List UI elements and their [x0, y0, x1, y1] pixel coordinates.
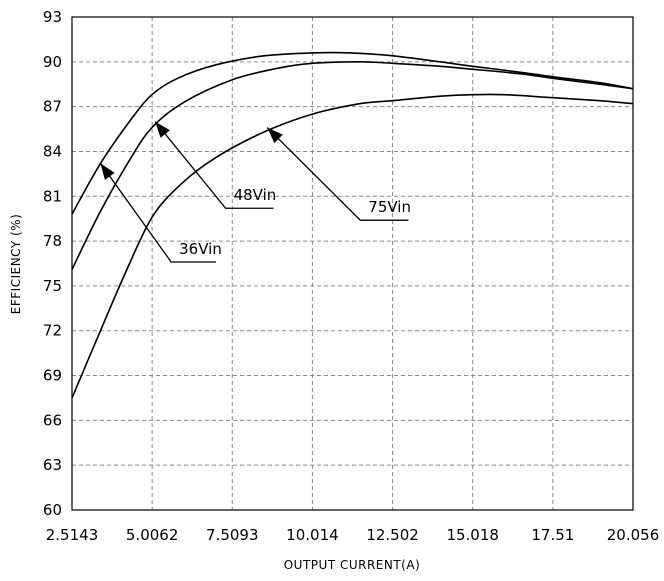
y-tick-label: 78 — [43, 232, 62, 250]
x-axis-title: OUTPUT CURRENT(A) — [284, 558, 421, 572]
annotation-arrowhead-75vin — [267, 127, 283, 144]
y-tick-label: 75 — [43, 277, 62, 295]
series-line-75vin — [71, 93, 634, 399]
annotation-label-75vin: 75Vin — [368, 198, 411, 216]
y-tick-label: 84 — [43, 142, 62, 160]
y-tick-label: 60 — [43, 501, 62, 519]
annotation-leader-36vin — [99, 163, 216, 263]
series-lines — [71, 51, 634, 399]
x-tick-label: 7.5093 — [206, 526, 259, 544]
x-tick-label: 20.056 — [607, 526, 660, 544]
plot-frame — [71, 16, 634, 511]
y-axis-title: EFFICIENCY (%) — [9, 214, 23, 314]
x-tick-label: 17.51 — [531, 526, 574, 544]
y-tick-label: 90 — [43, 53, 62, 71]
y-tick-label: 69 — [43, 367, 62, 385]
x-tick-label: 15.018 — [446, 526, 499, 544]
grid-lines — [72, 17, 633, 510]
x-tick-label: 12.502 — [366, 526, 419, 544]
y-tick-labels: 60 63 66 69 72 75 78 81 84 87 90 93 — [43, 8, 62, 519]
annotation-label-36vin: 36Vin — [179, 240, 222, 258]
annotation-label-48vin: 48Vin — [234, 186, 277, 204]
y-tick-label: 66 — [43, 411, 62, 429]
annotation-leader-48vin — [154, 121, 274, 209]
x-tick-labels: 2.5143 5.0062 7.5093 10.014 12.502 15.018 17.5… — [46, 526, 660, 544]
series-line-36vin — [71, 51, 634, 215]
annotation-leader-75vin — [266, 127, 409, 221]
x-tick-label: 5.0062 — [126, 526, 179, 544]
y-tick-label: 63 — [43, 456, 62, 474]
annotation-arrowhead-48vin — [155, 121, 170, 138]
x-tick-label: 2.5143 — [46, 526, 99, 544]
y-tick-label: 81 — [43, 187, 62, 205]
y-tick-label: 93 — [43, 8, 62, 26]
y-tick-label: 72 — [43, 322, 62, 340]
x-tick-label: 10.014 — [286, 526, 339, 544]
annotations: 36Vin 48Vin 75Vin — [99, 121, 411, 263]
annotation-arrowhead-36vin — [100, 163, 115, 180]
series-line-48vin — [71, 60, 634, 270]
y-tick-label: 87 — [43, 98, 62, 116]
